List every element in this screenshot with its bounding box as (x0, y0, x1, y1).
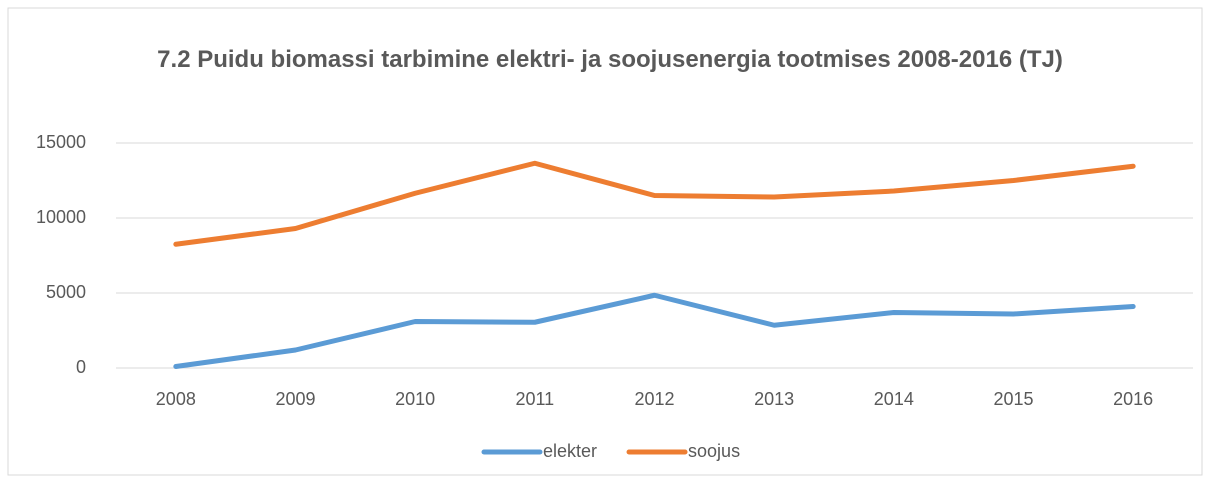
x-tick-label: 2011 (515, 389, 554, 409)
x-tick-label: 2014 (874, 389, 914, 409)
chart-title: 7.2 Puidu biomassi tarbimine elektri- ja… (157, 46, 1063, 73)
series-line (173, 292, 1136, 369)
y-tick-label: 10000 (36, 207, 86, 227)
x-tick-label: 2010 (395, 389, 435, 409)
legend-label: soojus (688, 441, 740, 461)
x-tick-label: 2013 (754, 389, 794, 409)
y-tick-label: 0 (76, 357, 86, 377)
x-tick-label: 2012 (634, 389, 674, 409)
x-tick-label: 2008 (156, 389, 196, 409)
x-tick-label: 2015 (993, 389, 1033, 409)
series-line (173, 160, 1136, 247)
x-tick-label: 2016 (1113, 389, 1153, 409)
y-tick-label: 15000 (36, 132, 86, 152)
legend-label: elekter (543, 441, 597, 461)
x-tick-label: 2009 (275, 389, 315, 409)
y-tick-label: 5000 (46, 282, 86, 302)
